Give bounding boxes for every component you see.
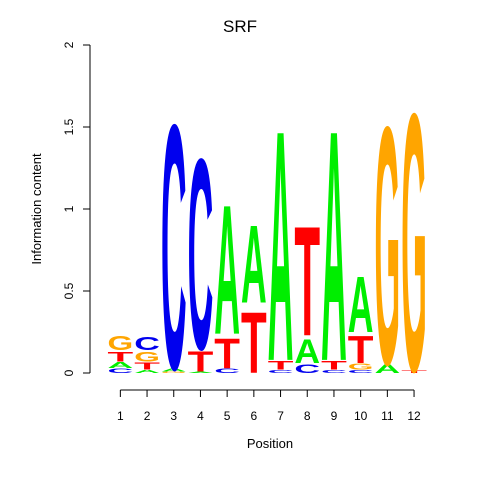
logo-letter-t: T	[241, 294, 267, 392]
y-axis: 0 0.5 1 1.5 2	[62, 41, 91, 376]
logo-letter-g: G	[134, 349, 160, 365]
y-axis-label: Information content	[29, 153, 44, 265]
logo-letter-a: A	[241, 201, 267, 326]
logo-letter-c: C	[161, 52, 187, 443]
logo-letter-a: A	[161, 368, 187, 372]
y-tick-label: 1	[62, 205, 76, 212]
logo-letter-c: C	[348, 369, 374, 373]
x-tick-label: 4	[197, 409, 204, 423]
logo-letter-g: G	[161, 371, 187, 373]
x-tick-label: 3	[170, 409, 177, 423]
x-tick-label: 1	[117, 409, 124, 423]
logo-letter-g: G	[401, 37, 427, 448]
y-tick-label: 1.5	[62, 118, 76, 135]
logo-letter-a: A	[134, 369, 160, 373]
x-tick-label: 7	[277, 409, 284, 423]
logo-letter-t: T	[134, 361, 160, 372]
x-axis: 1 2 3 4 5 6 7 8 9 10 11 12	[117, 389, 421, 423]
logo-letter-t: T	[401, 369, 427, 373]
logo-letter-t: T	[294, 195, 320, 370]
chart-title: SRF	[223, 17, 257, 36]
y-tick-label: 2	[62, 41, 76, 48]
logo-letter-t: T	[348, 328, 374, 372]
x-tick-label: 12	[407, 409, 421, 423]
x-tick-label: 10	[354, 409, 368, 423]
logo-letter-a: A	[268, 62, 294, 430]
logo-letter-a: A	[108, 361, 134, 370]
logo-letter-t: T	[214, 330, 240, 377]
logo-letter-c: C	[134, 333, 160, 354]
logo-letter-a: A	[321, 62, 347, 430]
x-tick-label: 8	[304, 409, 311, 423]
x-tick-label: 9	[331, 409, 338, 423]
logo-letter-g: G	[108, 332, 134, 355]
logo-letter-t: T	[188, 345, 214, 378]
logo-letter-c: C	[294, 362, 320, 376]
logo-letter-g: G	[348, 363, 374, 372]
logo-letter-t: T	[268, 359, 294, 373]
logo-letter-c: C	[268, 369, 294, 373]
logo-letter-a: A	[188, 371, 214, 373]
logo-letter-c: C	[321, 369, 347, 373]
x-tick-label: 2	[144, 409, 151, 423]
logo-letter-a: A	[375, 362, 401, 376]
logo-letter-a: A	[214, 167, 240, 374]
logo-letter-t: T	[321, 359, 347, 373]
x-tick-label: 11	[381, 409, 394, 423]
logo-letter-a: A	[294, 333, 320, 371]
logo-letter-a: A	[348, 261, 374, 350]
logo-letter-c: C	[214, 368, 240, 375]
y-tick-label: 0	[62, 369, 76, 376]
x-tick-label: 6	[251, 409, 258, 423]
logo-letter-c: C	[188, 103, 214, 407]
logo-letter-g: G	[375, 58, 401, 437]
y-tick-label: 0.5	[62, 282, 76, 299]
logo-letter-t: T	[108, 349, 134, 365]
x-axis-label: Position	[247, 436, 293, 451]
x-tick-label: 5	[224, 409, 231, 423]
logo-letter-c: C	[108, 368, 134, 375]
